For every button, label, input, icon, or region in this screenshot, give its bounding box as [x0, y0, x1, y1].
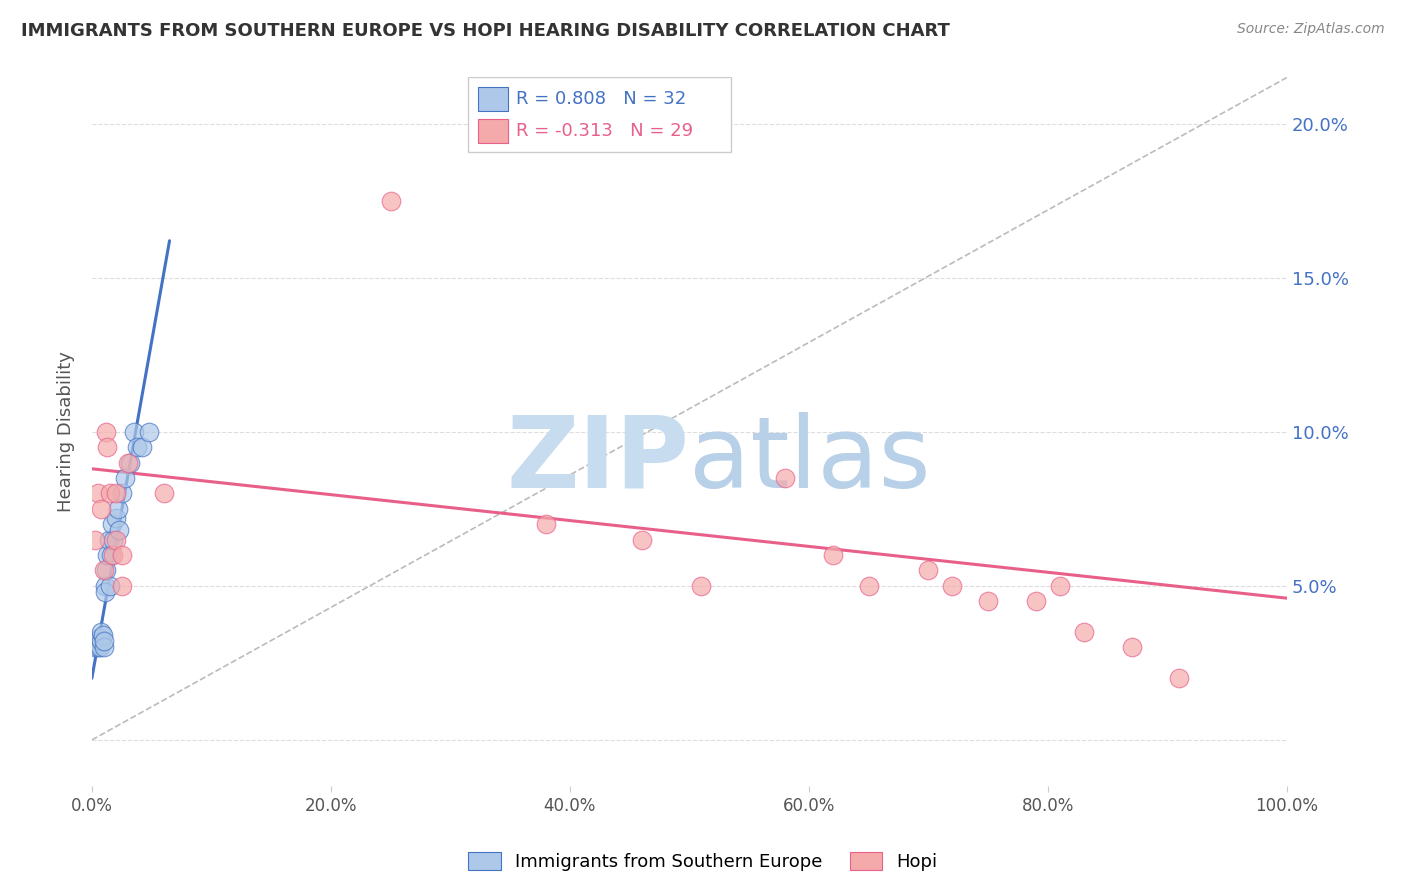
- Point: [90, 625, 112, 640]
- Point: [114, 471, 136, 485]
- Point: [94, 579, 117, 593]
- Point: [104, 533, 127, 547]
- Text: IMMIGRANTS FROM SOUTHERN EUROPE VS HOPI HEARING DISABILITY CORRELATION CHART: IMMIGRANTS FROM SOUTHERN EUROPE VS HOPI …: [21, 22, 950, 40]
- Legend: Immigrants from Southern Europe, Hopi: Immigrants from Southern Europe, Hopi: [461, 846, 945, 879]
- Point: [84, 640, 107, 655]
- Text: ZIP: ZIP: [506, 411, 689, 508]
- Point: [821, 548, 844, 562]
- Point: [86, 637, 108, 651]
- Point: [117, 456, 139, 470]
- Point: [941, 579, 963, 593]
- Point: [917, 564, 939, 578]
- Point: [101, 517, 124, 532]
- Text: atlas: atlas: [689, 411, 931, 508]
- Point: [380, 194, 402, 208]
- Point: [127, 440, 149, 454]
- Point: [1049, 579, 1071, 593]
- Point: [108, 524, 131, 538]
- Point: [87, 632, 110, 646]
- Point: [89, 640, 111, 655]
- Point: [1168, 671, 1191, 685]
- Point: [111, 579, 134, 593]
- Point: [104, 511, 127, 525]
- Point: [107, 501, 129, 516]
- Point: [93, 640, 115, 655]
- Point: [90, 634, 112, 648]
- Point: [120, 456, 142, 470]
- Point: [1121, 640, 1143, 655]
- Point: [630, 533, 652, 547]
- Point: [111, 486, 134, 500]
- Point: [131, 440, 153, 454]
- Point: [93, 564, 115, 578]
- Point: [89, 632, 111, 646]
- Y-axis label: Hearing Disability: Hearing Disability: [58, 351, 75, 512]
- Point: [84, 533, 107, 547]
- Point: [152, 486, 174, 500]
- FancyBboxPatch shape: [478, 120, 508, 144]
- Point: [87, 486, 110, 500]
- Point: [1073, 625, 1095, 640]
- Point: [977, 594, 1000, 608]
- Point: [97, 533, 120, 547]
- Point: [93, 634, 115, 648]
- Point: [87, 640, 110, 655]
- Point: [690, 579, 713, 593]
- Point: [122, 425, 145, 439]
- Point: [98, 579, 121, 593]
- Text: R = 0.808   N = 32: R = 0.808 N = 32: [516, 90, 686, 108]
- Point: [91, 628, 114, 642]
- Point: [96, 548, 118, 562]
- Point: [773, 471, 796, 485]
- Point: [87, 634, 110, 648]
- Point: [138, 425, 160, 439]
- Point: [90, 501, 112, 516]
- Point: [103, 548, 125, 562]
- Point: [94, 585, 117, 599]
- Point: [96, 564, 118, 578]
- Point: [103, 533, 125, 547]
- Point: [96, 440, 118, 454]
- Point: [111, 548, 134, 562]
- Point: [100, 548, 122, 562]
- Point: [96, 425, 118, 439]
- FancyBboxPatch shape: [468, 78, 731, 152]
- Text: Source: ZipAtlas.com: Source: ZipAtlas.com: [1237, 22, 1385, 37]
- Point: [98, 486, 121, 500]
- Text: R = -0.313   N = 29: R = -0.313 N = 29: [516, 122, 693, 140]
- Point: [104, 486, 127, 500]
- Point: [87, 637, 110, 651]
- Point: [858, 579, 880, 593]
- Point: [1025, 594, 1047, 608]
- FancyBboxPatch shape: [478, 87, 508, 111]
- Point: [534, 517, 557, 532]
